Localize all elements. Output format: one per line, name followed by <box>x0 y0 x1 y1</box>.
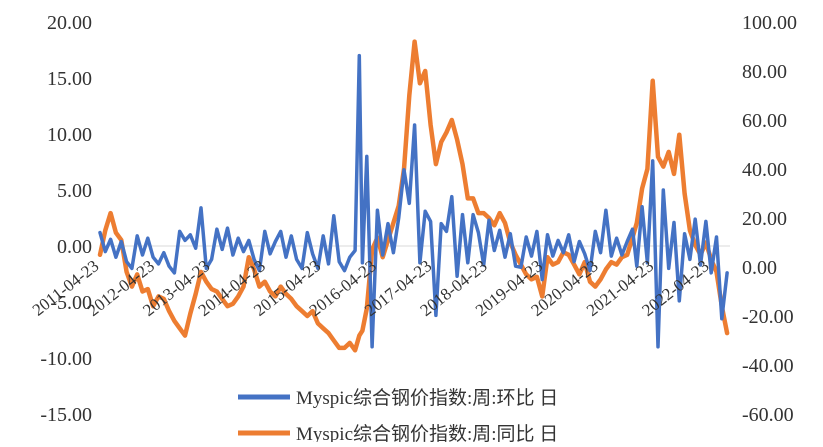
legend-label-series-1: Myspic综合钢价指数:周:环比 日 <box>296 387 558 409</box>
series-line-weekly-yoy <box>97 39 730 353</box>
right-y-tick-label: -60.00 <box>742 404 794 426</box>
left-y-tick-label: 20.00 <box>47 12 92 34</box>
series-line-weekly-mom <box>98 53 729 349</box>
left-y-tick-label: 10.00 <box>47 124 92 146</box>
right-y-tick-label: 0.00 <box>742 257 777 279</box>
left-y-tick-label: 5.00 <box>57 180 92 202</box>
left-y-tick-label: 15.00 <box>47 68 92 90</box>
right-y-tick-label: 40.00 <box>742 159 787 181</box>
left-y-axis: 20.00 15.00 10.00 5.00 0.00 -5.00 -10.00 -15.00 <box>40 12 92 426</box>
legend-label-series-2: Myspic综合钢价指数:周:同比 日 <box>296 423 558 442</box>
right-y-tick-label: 20.00 <box>742 208 787 230</box>
left-y-tick-label: -15.00 <box>40 404 92 426</box>
plot-area <box>97 39 730 353</box>
left-y-tick-label: 0.00 <box>57 236 92 258</box>
right-y-tick-label: -20.00 <box>742 306 794 328</box>
right-y-tick-label: 100.00 <box>742 12 797 34</box>
right-y-tick-label: 60.00 <box>742 110 787 132</box>
right-y-axis: 100.00 80.00 60.00 40.00 20.00 0.00 -20.00 -40.… <box>742 12 797 426</box>
legend: Myspic综合钢价指数:周:环比 日 Myspic综合钢价指数:周:同比 日 <box>238 387 558 445</box>
right-y-tick-label: -40.00 <box>742 355 794 377</box>
left-y-tick-label: -5.00 <box>50 292 92 314</box>
right-y-tick-label: 80.00 <box>742 61 787 83</box>
left-y-tick-label: -10.00 <box>40 348 92 370</box>
